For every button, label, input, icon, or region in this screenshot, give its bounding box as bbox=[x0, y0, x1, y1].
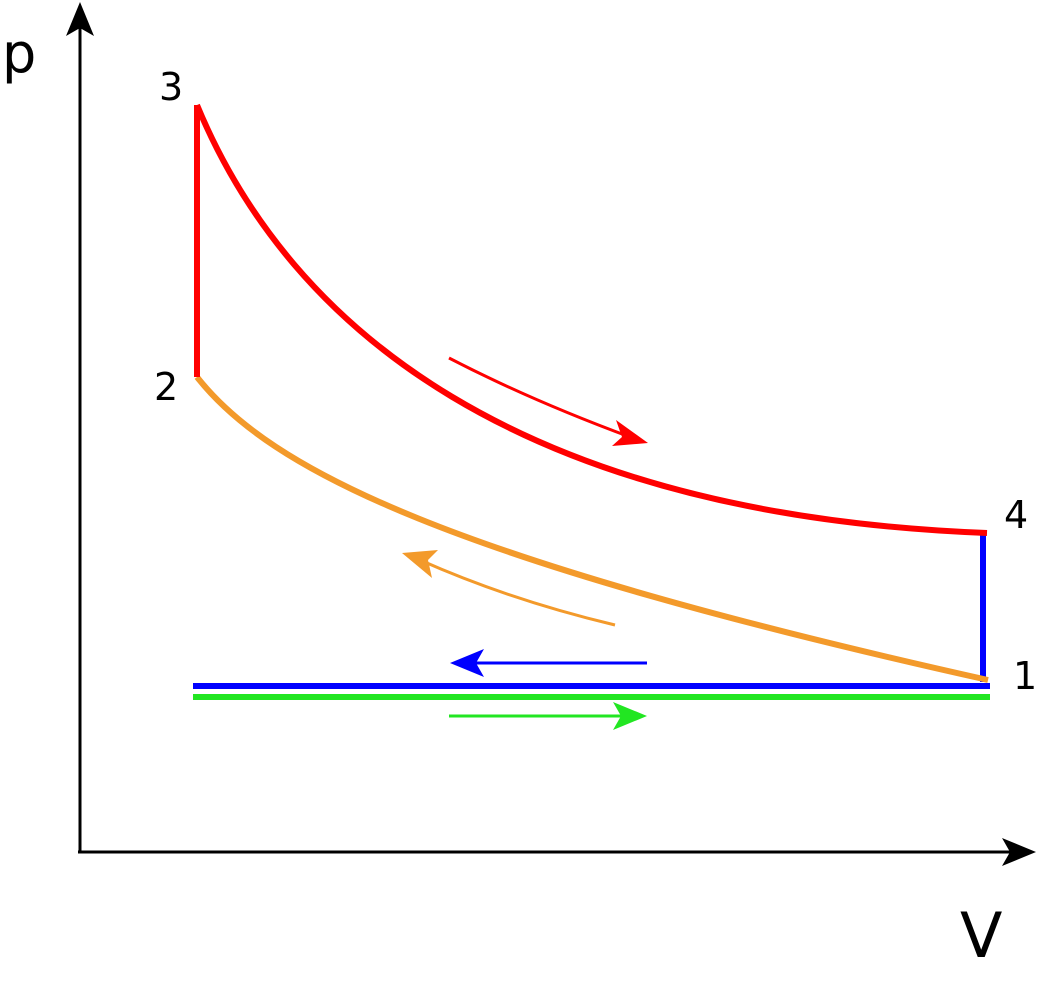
axes bbox=[78, 25, 1010, 854]
point-label: 3 bbox=[159, 65, 183, 109]
orange-arrow bbox=[419, 558, 616, 627]
x-axis-arrow bbox=[1002, 838, 1036, 866]
point-label: 2 bbox=[154, 365, 178, 409]
orange-arrowhead bbox=[402, 550, 438, 578]
y-axis-arrow bbox=[66, 2, 94, 36]
point-label: 1 bbox=[1013, 654, 1037, 698]
expansion-curve bbox=[194, 103, 988, 536]
compression-curve bbox=[194, 375, 989, 683]
x-axis-label: V bbox=[960, 899, 1002, 972]
green-arrowhead bbox=[613, 702, 647, 730]
y-axis-label: p bbox=[2, 22, 36, 85]
point-label: 4 bbox=[1004, 493, 1028, 537]
red-arrow bbox=[448, 356, 631, 439]
red-arrowhead bbox=[612, 420, 648, 446]
cycle bbox=[193, 103, 990, 700]
direction-arrows bbox=[402, 356, 648, 730]
blue-arrowhead bbox=[450, 649, 484, 677]
